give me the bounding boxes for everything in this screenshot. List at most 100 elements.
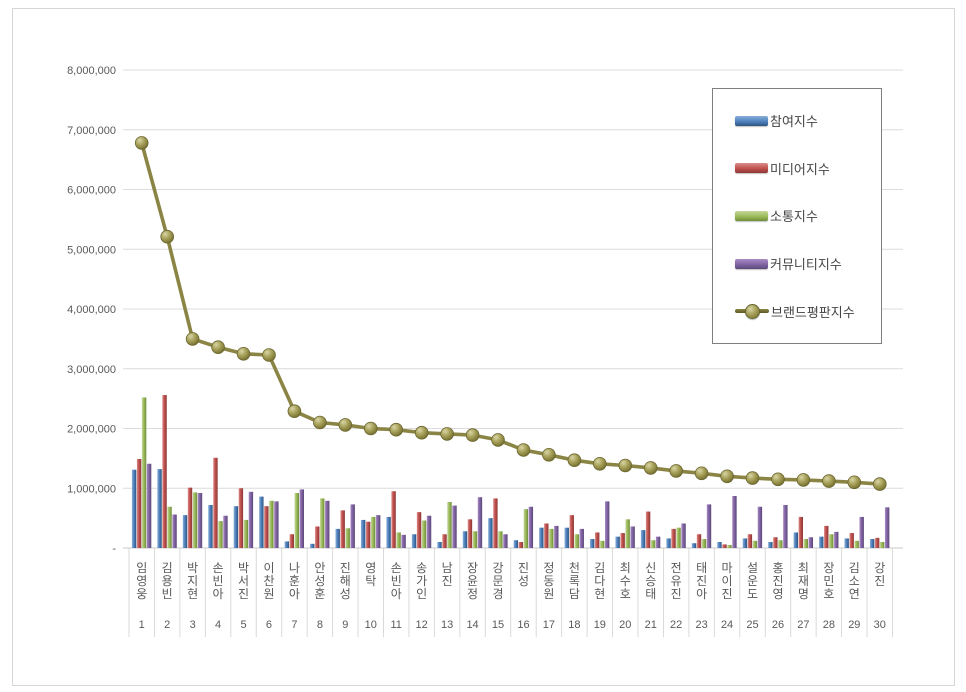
brand-index-marker bbox=[847, 475, 862, 490]
brand-index-marker bbox=[160, 229, 175, 244]
rank-label: 27 bbox=[797, 619, 809, 631]
bar bbox=[187, 487, 193, 548]
bar bbox=[289, 534, 294, 548]
legend-item-participation-index: 참여지수 bbox=[735, 111, 877, 130]
bar bbox=[131, 469, 137, 548]
bar bbox=[834, 531, 839, 548]
bar bbox=[375, 515, 381, 548]
community-series-swatch-icon bbox=[735, 258, 768, 269]
bar bbox=[793, 532, 798, 548]
brand-index-marker bbox=[262, 348, 276, 362]
brand-index-marker bbox=[313, 415, 327, 430]
bar bbox=[208, 504, 213, 548]
rank-label: 7 bbox=[291, 619, 297, 631]
bar bbox=[401, 534, 406, 548]
bar bbox=[696, 534, 702, 548]
legend: 참여지수 미디어지수 소통지수 커뮤니티지수 브랜드평판지수 bbox=[712, 88, 882, 344]
marker-dot-icon bbox=[745, 304, 760, 320]
bar bbox=[310, 543, 315, 548]
bar bbox=[513, 540, 519, 548]
bar bbox=[844, 538, 849, 548]
rank-label: 24 bbox=[721, 619, 733, 631]
brand-index-marker bbox=[720, 469, 734, 484]
bar bbox=[391, 491, 396, 548]
brand-index-marker bbox=[236, 346, 251, 361]
bar bbox=[442, 534, 447, 548]
bar bbox=[386, 516, 391, 548]
bar bbox=[768, 542, 773, 548]
bar bbox=[248, 491, 254, 548]
bar bbox=[732, 496, 737, 548]
brand-index-marker bbox=[771, 472, 785, 487]
bar bbox=[238, 488, 244, 548]
bar bbox=[640, 530, 646, 548]
y-axis-tick-label: 6,000,000 bbox=[67, 185, 116, 197]
bar bbox=[467, 519, 473, 548]
bar bbox=[528, 506, 534, 548]
bar bbox=[299, 489, 304, 548]
bar bbox=[717, 542, 722, 548]
bar bbox=[590, 539, 595, 548]
bar bbox=[722, 544, 727, 548]
bar bbox=[320, 498, 325, 548]
bar bbox=[416, 512, 422, 548]
bar bbox=[747, 534, 753, 548]
bar bbox=[315, 526, 320, 548]
y-axis-tick-label: 2,000,000 bbox=[67, 424, 116, 436]
bar bbox=[294, 493, 299, 548]
bar bbox=[676, 527, 681, 548]
bar bbox=[549, 528, 554, 548]
rank-label: 20 bbox=[619, 619, 631, 631]
brand-index-marker bbox=[567, 453, 582, 468]
brand-index-marker bbox=[389, 422, 404, 437]
bar bbox=[269, 500, 274, 548]
bar bbox=[284, 541, 289, 548]
bar bbox=[554, 525, 559, 548]
brand-index-marker bbox=[822, 474, 836, 488]
bar bbox=[742, 538, 748, 548]
brand-index-marker bbox=[745, 471, 760, 485]
bar bbox=[829, 534, 834, 548]
rank-label: 25 bbox=[746, 619, 758, 631]
legend-label-participation: 참여지수 bbox=[770, 114, 818, 130]
brand-index-marker bbox=[669, 464, 683, 478]
bar bbox=[452, 505, 457, 548]
bar bbox=[655, 536, 661, 548]
bar bbox=[681, 523, 686, 548]
bar bbox=[595, 532, 600, 548]
bar bbox=[600, 540, 605, 548]
legend-label-brand-reputation: 브랜드평판지수 bbox=[771, 304, 855, 320]
brand-index-marker bbox=[542, 447, 556, 462]
bar bbox=[233, 506, 239, 548]
brand-series-line-swatch-icon bbox=[735, 304, 769, 320]
bar bbox=[157, 469, 162, 548]
bar bbox=[701, 539, 707, 548]
bar bbox=[671, 528, 676, 548]
bar bbox=[778, 540, 783, 548]
bar bbox=[421, 520, 427, 548]
rank-label: 16 bbox=[517, 619, 529, 631]
bar bbox=[340, 510, 345, 548]
bar bbox=[650, 540, 656, 548]
bar bbox=[605, 501, 610, 548]
bar bbox=[869, 539, 875, 548]
rank-label: 30 bbox=[874, 619, 886, 631]
brand-index-marker bbox=[592, 456, 607, 471]
communication-series-swatch-icon bbox=[735, 210, 768, 221]
bar bbox=[370, 516, 376, 548]
bar-series-2 bbox=[141, 397, 885, 548]
bar bbox=[564, 527, 569, 548]
brand-index-marker bbox=[618, 458, 633, 473]
bar bbox=[630, 526, 635, 548]
